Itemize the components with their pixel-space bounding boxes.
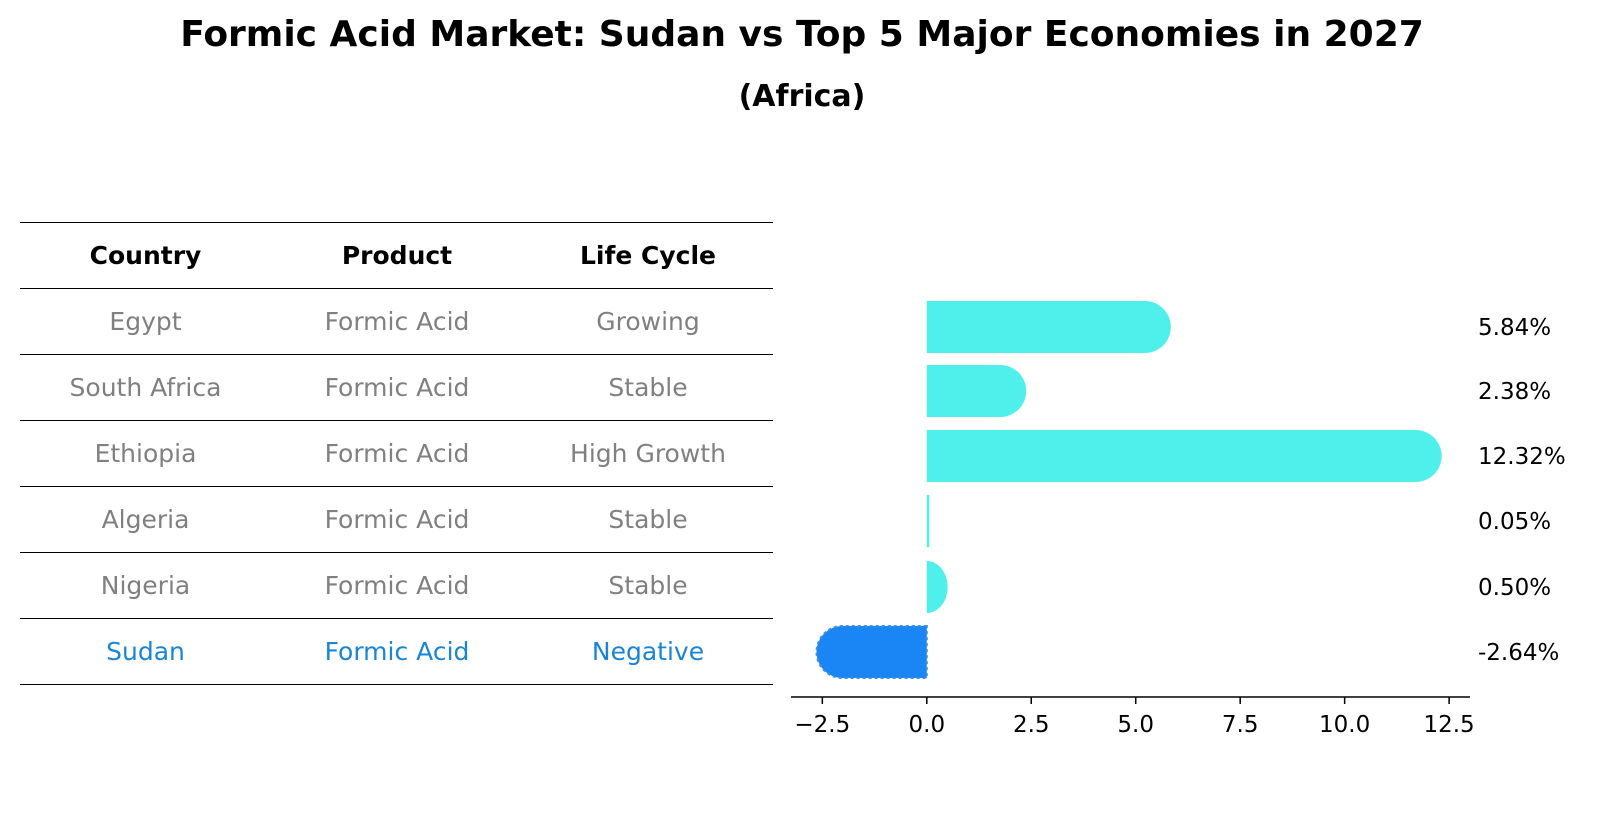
cell-life-cycle: Growing	[523, 288, 773, 355]
cell-life-cycle: Stable	[523, 354, 773, 421]
chart-title: Formic Acid Market: Sudan vs Top 5 Major…	[180, 14, 1424, 55]
cell-product: Formic Acid	[270, 354, 523, 421]
chart-subtitle: (Africa)	[738, 79, 866, 114]
cell-life-cycle: Stable	[523, 486, 773, 553]
bar	[926, 301, 1171, 353]
bar	[926, 495, 930, 547]
value-label: 2.38%	[1478, 379, 1551, 405]
column-header-country: Country	[20, 222, 271, 289]
x-tick-label: 7.5	[1222, 712, 1259, 738]
value-label: 0.05%	[1478, 509, 1551, 535]
bar-shape	[926, 495, 930, 547]
bar-shape	[926, 301, 1171, 353]
x-tick-label: 5.0	[1117, 712, 1154, 738]
table-row-highlight: Sudan Formic Acid Negative	[20, 618, 773, 685]
value-label: 12.32%	[1478, 444, 1566, 470]
cell-life-cycle: Stable	[523, 552, 773, 619]
column-header-product: Product	[270, 222, 523, 289]
bar	[926, 561, 948, 613]
bar	[926, 430, 1442, 482]
x-tick-label: 12.5	[1423, 712, 1474, 738]
value-label: -2.64%	[1478, 640, 1559, 666]
bar	[926, 365, 1027, 417]
cell-product: Formic Acid	[270, 288, 523, 355]
table-header-row: Country Product Life Cycle	[20, 222, 773, 289]
bar	[815, 625, 928, 679]
cell-life-cycle: Negative	[523, 618, 773, 685]
cell-life-cycle: High Growth	[523, 420, 773, 487]
cell-country: Sudan	[20, 618, 271, 685]
cell-product: Formic Acid	[270, 486, 523, 553]
cell-product: Formic Acid	[270, 420, 523, 487]
x-tick-label: −2.5	[794, 712, 850, 738]
cell-product: Formic Acid	[270, 552, 523, 619]
bar-shape	[926, 561, 948, 613]
bar-shape	[926, 430, 1442, 482]
cell-country: Nigeria	[20, 552, 271, 619]
bar-shape	[926, 365, 1027, 417]
value-label: 5.84%	[1478, 315, 1551, 341]
table-row: Ethiopia Formic Acid High Growth	[20, 420, 773, 487]
table-row: Egypt Formic Acid Growing	[20, 288, 773, 355]
table-row: Algeria Formic Acid Stable	[20, 486, 773, 553]
table-row: Nigeria Formic Acid Stable	[20, 552, 773, 619]
cell-country: South Africa	[20, 354, 271, 421]
cell-product: Formic Acid	[270, 618, 523, 685]
column-header-life-cycle: Life Cycle	[523, 222, 773, 289]
x-tick-label: 0.0	[909, 712, 946, 738]
value-label: 0.50%	[1478, 575, 1551, 601]
bar-shape	[815, 625, 928, 679]
cell-country: Ethiopia	[20, 420, 271, 487]
x-tick-label: 2.5	[1013, 712, 1050, 738]
cell-country: Algeria	[20, 486, 271, 553]
x-tick-label: 10.0	[1319, 712, 1370, 738]
data-table: Country Product Life Cycle Egypt Formic …	[20, 222, 773, 685]
cell-country: Egypt	[20, 288, 271, 355]
table-row: South Africa Formic Acid Stable	[20, 354, 773, 421]
